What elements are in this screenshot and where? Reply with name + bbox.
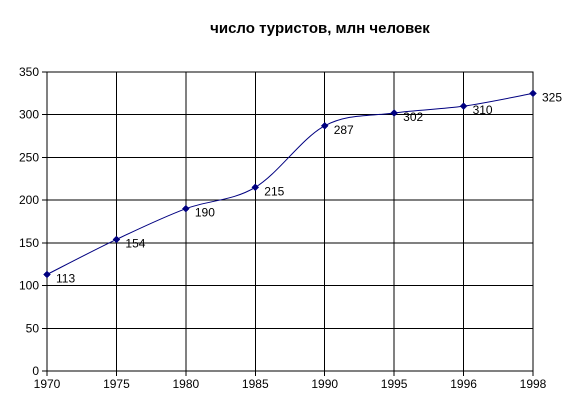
y-tick-label: 150 [19,236,39,250]
y-tick-label: 100 [19,279,39,293]
data-point-marker [43,270,51,279]
y-tick-label: 0 [32,364,39,378]
y-tick-label: 50 [26,321,40,335]
series-layer [43,89,537,279]
chart-title: число туристов, млн человек [210,20,430,37]
y-tick-label: 200 [19,193,39,207]
data-label: 113 [56,271,75,285]
data-point-marker [529,89,537,98]
data-label: 287 [334,123,354,137]
x-tick-label: 1970 [34,377,61,391]
data-label: 325 [542,90,562,104]
data-label: 215 [264,184,284,198]
y-tick-label: 250 [19,150,39,164]
label-layer: 113 154 190 215 287 302 310 325 [56,90,562,285]
data-point-marker [112,235,121,244]
data-point-marker [320,121,329,130]
data-point-marker [182,204,190,213]
data-label: 190 [195,206,215,220]
data-label: 302 [403,110,423,124]
x-tick-label: 1990 [311,377,338,391]
y-tick-label: 350 [19,65,39,79]
y-tick-label: 300 [19,108,39,122]
grid-layer [46,71,534,372]
x-tick-label: 1980 [173,377,200,391]
series-line [46,92,534,275]
x-tick-label: 1975 [103,377,130,391]
data-point-marker [390,109,398,117]
x-tick-label: 1985 [242,377,269,391]
data-label: 310 [473,103,493,117]
x-tick-label: 1998 [520,377,547,391]
x-tick-label: 1995 [381,377,408,391]
data-point-marker [459,102,468,111]
data-point-marker [251,183,260,192]
x-tick-label: 1996 [450,377,477,391]
axis-layer: 0 50 100 150 200 250 300 350 1970 1975 1980 1985 199… [19,65,547,391]
plot-frame [46,71,534,372]
data-label: 154 [125,236,145,250]
